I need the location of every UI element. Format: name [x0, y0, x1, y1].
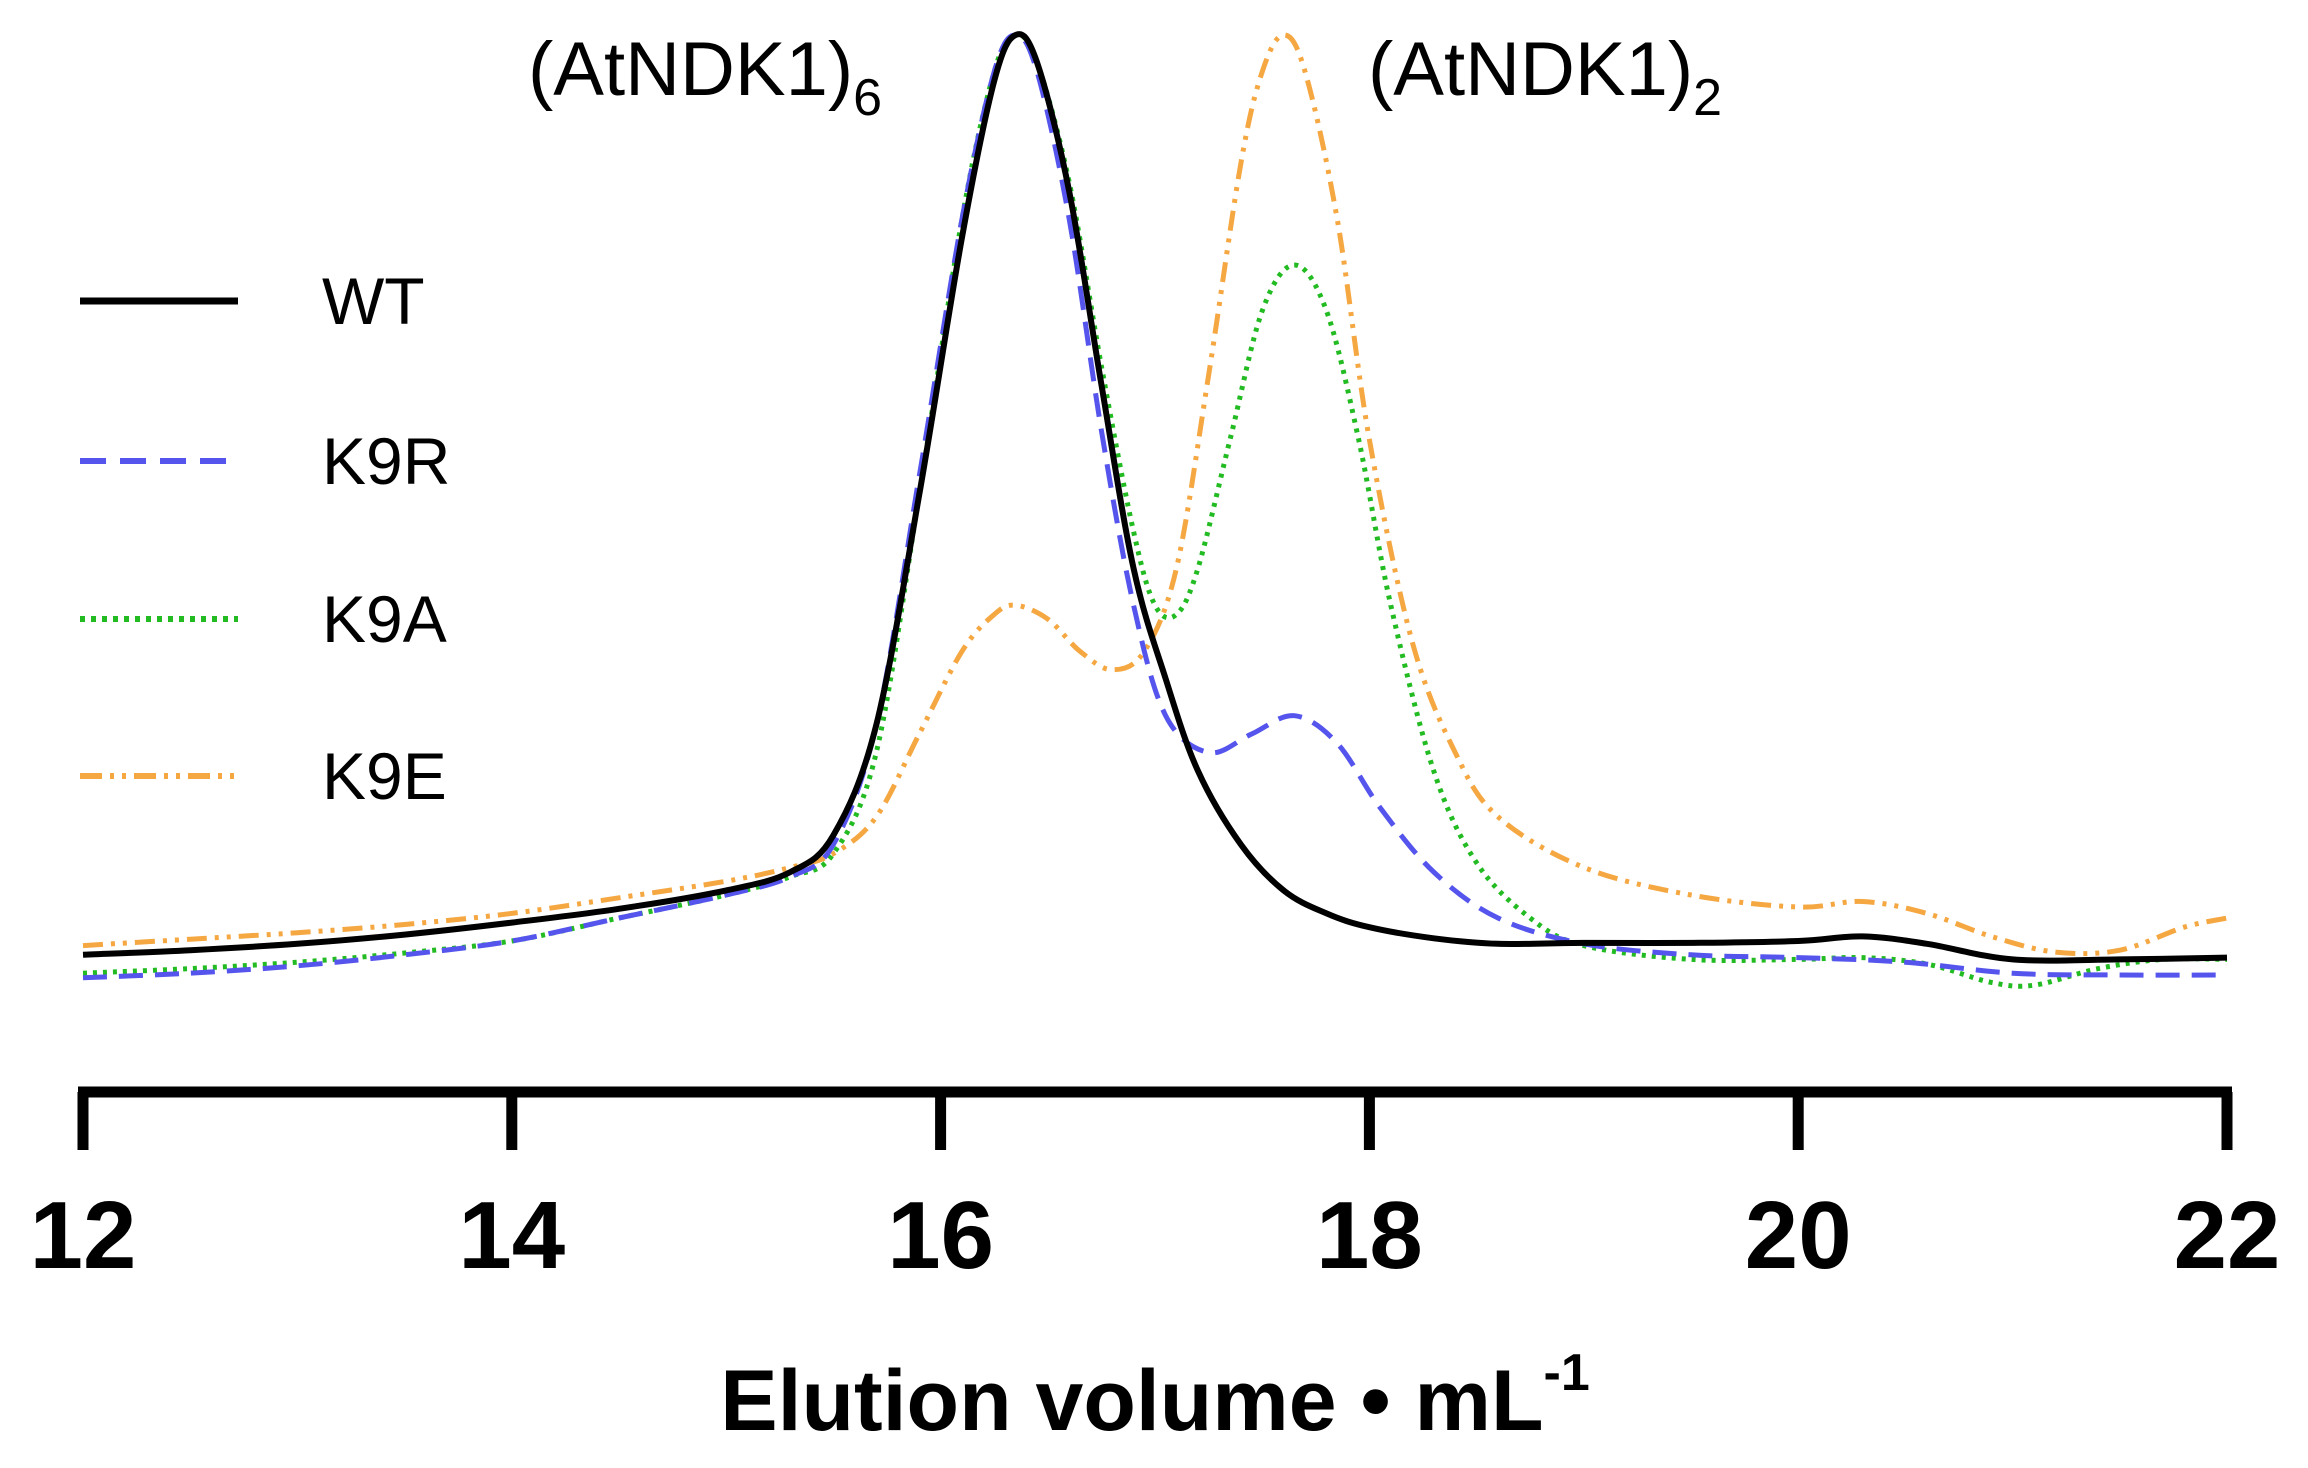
x-axis-title-superscript: -1: [1544, 1344, 1590, 1402]
legend-label-wt: WT: [322, 264, 425, 338]
legend-entry-k9a: K9A: [80, 582, 447, 656]
legend-label-k9e: K9E: [322, 739, 447, 813]
x-axis-title: Elution volume • mL-1: [720, 1344, 1590, 1449]
x-axis-title-main: Elution volume • mL: [720, 1353, 1543, 1449]
annotation-dimer: (AtNDK1)2: [1368, 27, 1722, 127]
x-tick-label-20: 20: [1745, 1182, 1852, 1289]
x-tick-label-18: 18: [1316, 1182, 1423, 1289]
x-ticks: 12 14 16 18 20 22: [30, 1092, 2281, 1289]
annotation-hexamer: (AtNDK1)6: [528, 27, 882, 127]
x-tick-label-22: 22: [2174, 1182, 2281, 1289]
x-axis: 12 14 16 18 20 22: [30, 1086, 2281, 1289]
x-tick-label-16: 16: [887, 1182, 994, 1289]
series-line-k9a: [82, 32, 2228, 989]
annotation-hexamer-label: (AtNDK1)6: [528, 27, 882, 127]
x-tick-label-14: 14: [458, 1182, 565, 1289]
plot-area: [82, 31, 2228, 989]
series-line-k9e: [82, 32, 2228, 957]
legend: WT K9R K9A K9E: [80, 264, 450, 813]
series-line-wt: [82, 31, 2228, 964]
legend-label-k9a: K9A: [322, 582, 447, 656]
legend-entry-k9r: K9R: [80, 424, 450, 498]
x-tick-label-12: 12: [30, 1182, 137, 1289]
legend-entry-wt: WT: [80, 264, 425, 338]
legend-entry-k9e: K9E: [80, 739, 447, 813]
legend-label-k9r: K9R: [322, 424, 450, 498]
series-line-k9r: [82, 32, 2228, 981]
annotation-dimer-label: (AtNDK1)2: [1368, 27, 1722, 127]
